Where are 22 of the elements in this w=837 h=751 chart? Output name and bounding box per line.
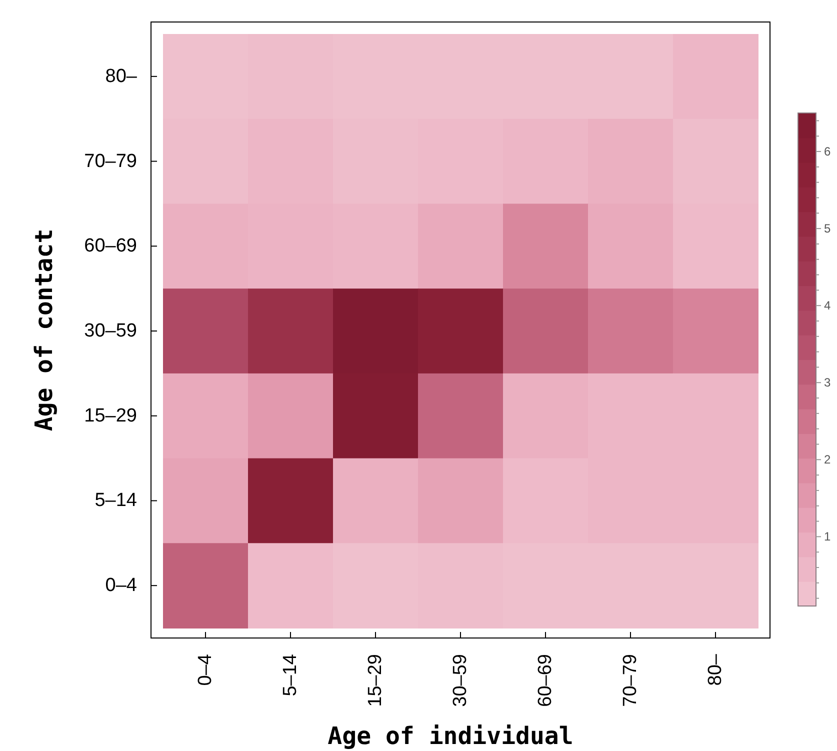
- x-tick-label: 30–59: [450, 654, 471, 707]
- y-tick-label: 70–79: [84, 150, 137, 172]
- color-bar-label: 3: [824, 376, 831, 390]
- y-tick-label: 5–14: [94, 490, 138, 512]
- color-bar-label: 6: [824, 144, 831, 159]
- color-bar-label: 5: [824, 222, 831, 236]
- y-tick-label: 30–59: [84, 320, 137, 342]
- y-axis-title: Age of contact: [30, 228, 58, 432]
- x-tick-label: 60–69: [535, 654, 556, 707]
- x-tick-label: 70–79: [620, 654, 641, 707]
- y-tick-label: 0–4: [105, 575, 138, 596]
- y-tick-label: 60–69: [84, 236, 137, 257]
- x-tick-label: 0–4: [195, 654, 216, 686]
- color-bar-label: 1: [824, 530, 831, 544]
- y-tick-label: 80–: [105, 66, 138, 87]
- x-tick-label: 80–: [705, 654, 726, 686]
- x-axis-title: Age of individual: [328, 722, 574, 750]
- color-bar-label: 4: [824, 298, 831, 313]
- x-tick-label: 5–14: [280, 654, 301, 696]
- color-bar-label: 2: [824, 452, 831, 467]
- x-tick-label: 15–29: [365, 654, 386, 707]
- y-tick-label: 15–29: [84, 405, 137, 426]
